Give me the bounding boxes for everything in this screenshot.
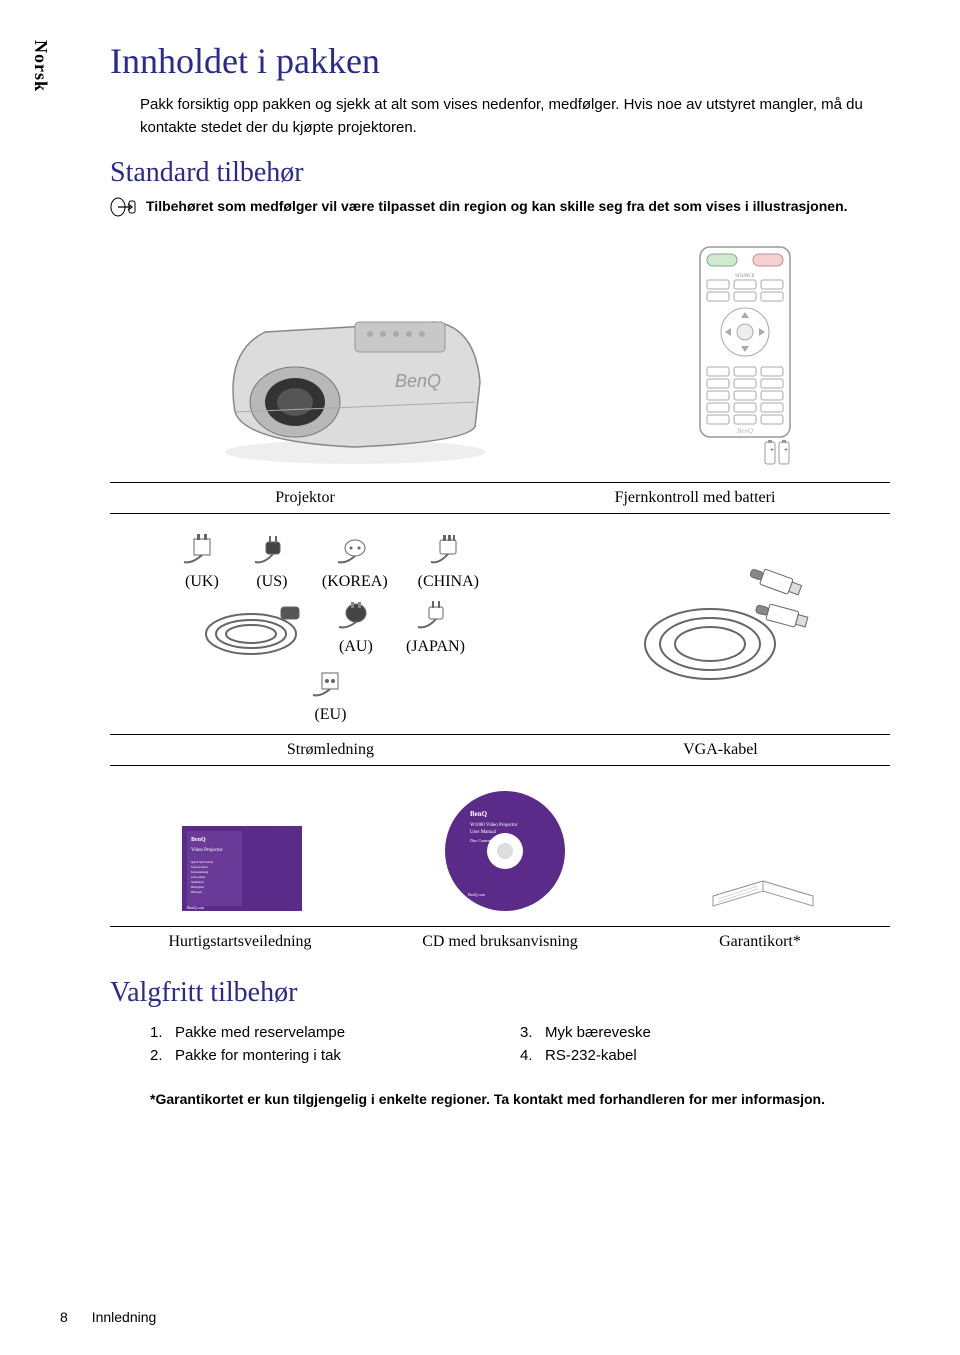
svg-text:Guia rapida: Guia rapida xyxy=(191,875,206,879)
optional-list: 1.Pakke med reservelampe 2.Pakke for mon… xyxy=(150,1024,890,1070)
svg-text:BenQ: BenQ xyxy=(191,837,206,843)
vga-cable-illustration xyxy=(551,554,890,704)
svg-text:Video Projector: Video Projector xyxy=(191,848,223,853)
svg-text:User Manual: User Manual xyxy=(470,830,497,835)
page-content: Innholdet i pakken Pakk forsiktig opp pa… xyxy=(110,40,890,1110)
svg-text:BenQ.com: BenQ.com xyxy=(468,892,486,897)
optional-heading: Valgfritt tilbehør xyxy=(110,977,890,1009)
svg-text:Hurtigstart: Hurtigstart xyxy=(191,885,204,889)
cd-illustration: BenQ W1060 Video Projector User Manual D… xyxy=(440,786,570,916)
opt-1-text: Pakke med reservelampe xyxy=(175,1024,345,1041)
caption-row-2: Strømledning VGA-kabel xyxy=(110,734,890,766)
projector-illustration: BenQ xyxy=(205,292,505,472)
standard-heading: Standard tilbehør xyxy=(110,157,890,189)
product-row-1: BenQ SOURCE xyxy=(110,242,890,482)
opt-4-text: RS-232-kabel xyxy=(545,1047,637,1064)
opt-1-num: 1. xyxy=(150,1024,175,1041)
note-row: Tilbehøret som medfølger vil være tilpas… xyxy=(110,197,890,222)
language-tab: Norsk xyxy=(30,40,51,92)
warranty-label: Garantikort* xyxy=(630,927,890,957)
plug-japan: (JAPAN) xyxy=(406,638,465,656)
cable-coil xyxy=(196,599,306,659)
page-footer: 8 Innledning xyxy=(60,1309,156,1325)
plug-eu: (EU) xyxy=(314,706,346,724)
opt-4-num: 4. xyxy=(520,1047,545,1064)
remote-label: Fjernkontroll med batteri xyxy=(500,483,890,513)
plug-au: (AU) xyxy=(339,638,373,656)
svg-text:Pikaopas: Pikaopas xyxy=(191,890,203,894)
svg-text:BenQ: BenQ xyxy=(470,810,488,818)
pointing-hand-icon xyxy=(110,197,140,222)
note-text: Tilbehøret som medfølger vil være tilpas… xyxy=(146,197,848,217)
quickstart-illustration: BenQ Video Projector Quick Start Guide G… xyxy=(177,821,307,916)
opt-3-num: 3. xyxy=(520,1024,545,1041)
opt-2-text: Pakke for montering i tak xyxy=(175,1047,341,1064)
svg-text:BenQ: BenQ xyxy=(737,427,753,435)
svg-text:BenQ: BenQ xyxy=(395,371,441,391)
power-cord-label: Strømledning xyxy=(110,735,551,765)
warranty-card-illustration xyxy=(703,846,823,916)
plug-china: (CHINA) xyxy=(418,573,479,591)
projector-label: Projektor xyxy=(110,483,500,513)
footnote-text: *Garantikortet er kun tilgjengelig i enk… xyxy=(150,1090,890,1110)
svg-text:BenQ.com: BenQ.com xyxy=(187,905,205,910)
opt-3-text: Myk bæreveske xyxy=(545,1024,651,1041)
plug-us: (US) xyxy=(256,573,287,591)
svg-text:SOURCE: SOURCE xyxy=(735,274,755,279)
power-cords-illustration: (UK) (US) (KOREA) (CHINA) (AU) (JAPAN) xyxy=(110,534,551,724)
opt-2-num: 2. xyxy=(150,1047,175,1064)
svg-text:Guia de Inicio: Guia de Inicio xyxy=(191,865,209,869)
vga-label: VGA-kabel xyxy=(551,735,890,765)
svg-text:+: + xyxy=(770,446,774,454)
caption-row-3: Hurtigstartsveiledning CD med bruksanvis… xyxy=(110,926,890,957)
quickstart-label: Hurtigstartsveiledning xyxy=(110,927,370,957)
page-title: Innholdet i pakken xyxy=(110,40,890,82)
svg-text:Disc Contents: Disc Contents xyxy=(470,838,493,843)
caption-row-1: Projektor Fjernkontroll med batteri xyxy=(110,482,890,514)
section-name: Innledning xyxy=(92,1309,157,1325)
svg-text:+: + xyxy=(784,446,788,454)
page-number: 8 xyxy=(60,1309,68,1325)
svg-text:W1060 Video Projector: W1060 Video Projector xyxy=(470,823,518,828)
svg-text:Quick Start Guide: Quick Start Guide xyxy=(191,860,213,864)
plug-korea: (KOREA) xyxy=(322,573,388,591)
product-row-3: BenQ Video Projector Quick Start Guide G… xyxy=(110,786,890,926)
svg-text:Kurzanleitung: Kurzanleitung xyxy=(191,870,209,874)
intro-text: Pakk forsiktig opp pakken og sjekk at al… xyxy=(140,94,890,139)
plug-uk: (UK) xyxy=(185,573,219,591)
remote-illustration: SOURCE BenQ xyxy=(695,242,795,472)
product-row-2: (UK) (US) (KOREA) (CHINA) (AU) (JAPAN) xyxy=(110,534,890,734)
cd-label: CD med bruksanvisning xyxy=(370,927,630,957)
svg-text:Snabbstart: Snabbstart xyxy=(191,880,204,884)
